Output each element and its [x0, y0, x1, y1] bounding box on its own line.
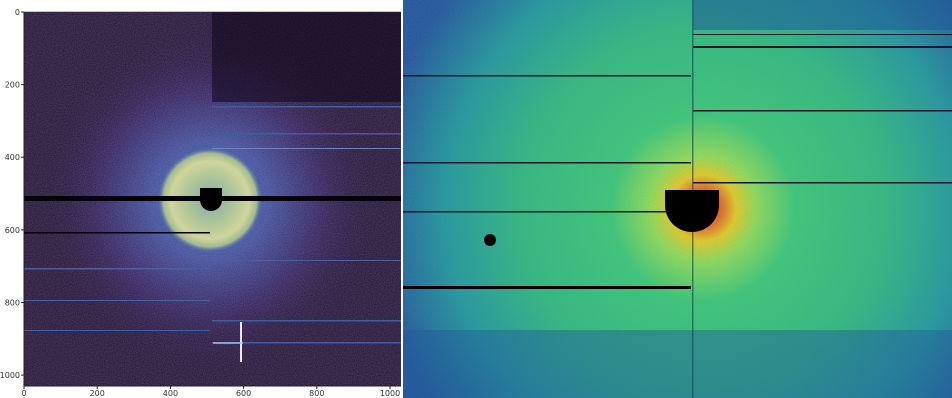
- left-gap-line: [24, 330, 210, 331]
- y-tick-label: 800: [5, 298, 20, 307]
- left-gap-line: [24, 268, 210, 270]
- left-x-ticks: 0 200 400 600 800 1000: [21, 389, 400, 398]
- right-dark-module: [693, 0, 952, 30]
- right-gap-line: [693, 46, 952, 48]
- y-tick-label: 400: [5, 153, 20, 162]
- right-gap-line: [693, 34, 952, 35]
- right-dark-module: [403, 330, 952, 398]
- left-beamstop: [200, 188, 222, 211]
- x-tick-label: 0: [21, 389, 26, 398]
- x-tick-label: 800: [309, 389, 324, 398]
- x-tick-label: 400: [163, 389, 178, 398]
- right-beamstop: [665, 190, 719, 232]
- right-diffraction-image: [403, 0, 952, 398]
- left-gap-line: [24, 300, 210, 301]
- left-gap-line: [212, 260, 401, 261]
- right-gap-line: [693, 182, 952, 184]
- right-gap-line: [403, 211, 691, 213]
- left-plot-svg: 0 200 400 600 800 1000 0 200 400 600 800…: [0, 8, 401, 398]
- y-tick-label: 200: [5, 81, 20, 90]
- left-bright-artifact: [213, 342, 243, 344]
- x-tick-label: 1000: [380, 389, 400, 398]
- left-y-ticks: 0 200 400 600 800 1000: [0, 8, 20, 380]
- left-gap-line: [212, 133, 401, 135]
- left-dark-module: [212, 12, 401, 102]
- left-diffraction-image: [24, 12, 401, 386]
- x-tick-label: 600: [236, 389, 251, 398]
- left-gap-line: [212, 320, 401, 322]
- left-diffraction-plot: 0 200 400 600 800 1000 0 200 400 600 800…: [0, 0, 402, 398]
- right-gap-line: [693, 110, 952, 112]
- left-gap-line: [24, 232, 210, 234]
- y-tick-label: 0: [15, 8, 20, 17]
- left-gap-line: [212, 342, 401, 344]
- right-dead-pixel-spot: [484, 234, 496, 246]
- right-gap-line: [403, 75, 691, 77]
- right-gap-line: [403, 162, 691, 164]
- left-gap-line: [212, 148, 401, 149]
- left-gap-line: [212, 106, 401, 108]
- right-image-svg: [403, 0, 952, 398]
- x-tick-label: 200: [90, 389, 105, 398]
- right-gap-line: [403, 286, 691, 289]
- left-axes: 0 200 400 600 800 1000 0 200 400 600 800…: [0, 8, 401, 398]
- y-tick-label: 1000: [0, 371, 20, 380]
- y-tick-label: 600: [5, 226, 20, 235]
